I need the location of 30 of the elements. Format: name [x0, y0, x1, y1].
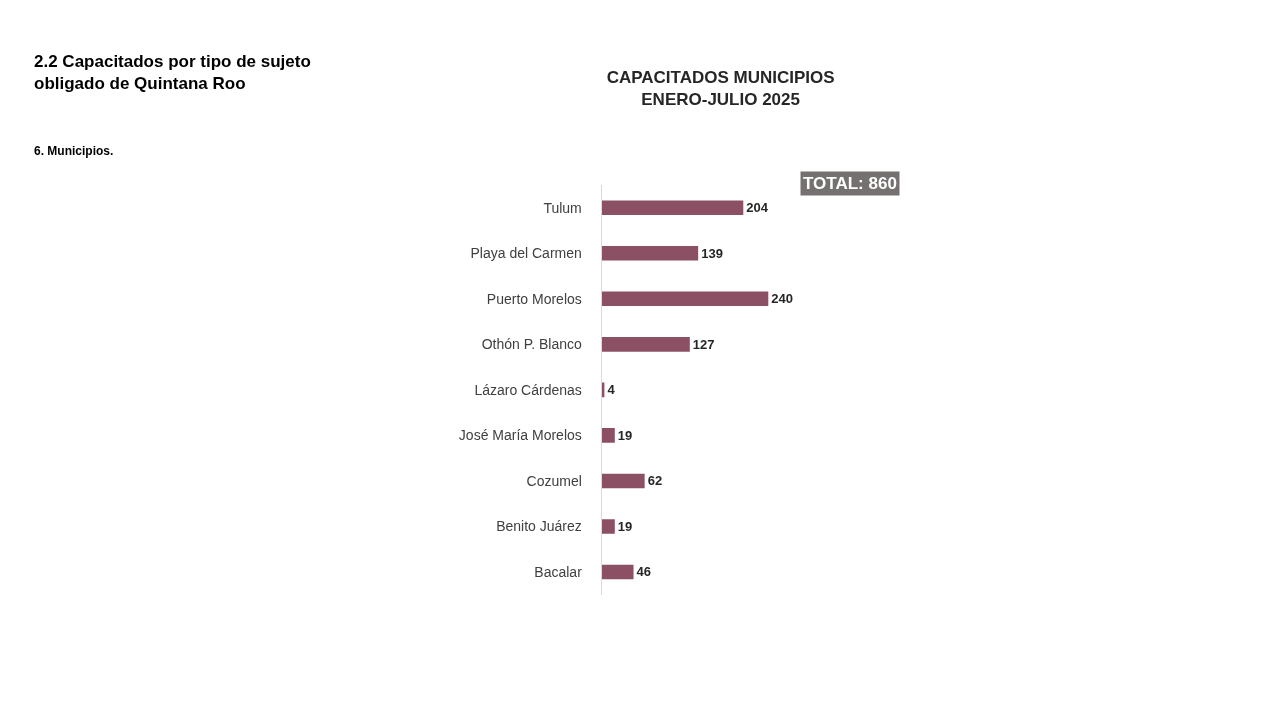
- data-label: 240: [771, 291, 794, 307]
- y-tick-label: Benito Juárez: [496, 518, 582, 535]
- text: 2.2 Capacitados por tipo de sujeto obligado de Quintana Roo: [34, 52, 311, 94]
- y-tick-label: Tulum: [543, 199, 582, 216]
- data-label: 204: [746, 200, 769, 216]
- chart-title: CAPACITADOS MUNICIPIOS ENERO-JULIO 2025: [606, 67, 835, 109]
- text: TOTAL: 860: [803, 174, 897, 193]
- data-label: 62: [647, 473, 663, 489]
- data-label: 46: [636, 564, 652, 580]
- bar: [601, 291, 769, 307]
- data-label: 139: [701, 245, 723, 261]
- data-label: 19: [617, 427, 633, 443]
- bar: [601, 246, 699, 261]
- data-label: 4: [607, 382, 616, 398]
- y-tick-label: Puerto Morelos: [486, 290, 582, 307]
- y-tick-label: Othón P. Blanco: [481, 336, 582, 353]
- data-label: 127: [692, 336, 715, 352]
- text: 6. Municipios.: [34, 144, 114, 158]
- y-tick-label: Cozumel: [526, 472, 582, 489]
- bar: [601, 337, 690, 352]
- bar: [601, 200, 744, 216]
- bar: [601, 519, 615, 534]
- y-tick-label: Lázaro Cárdenas: [474, 381, 582, 398]
- data-label: 19: [617, 518, 633, 534]
- bar: [601, 564, 634, 580]
- bar: [601, 428, 615, 443]
- bar: [601, 473, 645, 489]
- y-tick-label: José María Morelos: [458, 427, 582, 444]
- y-tick-label: Bacalar: [534, 563, 583, 580]
- y-tick-label: Playa del Carmen: [470, 245, 582, 262]
